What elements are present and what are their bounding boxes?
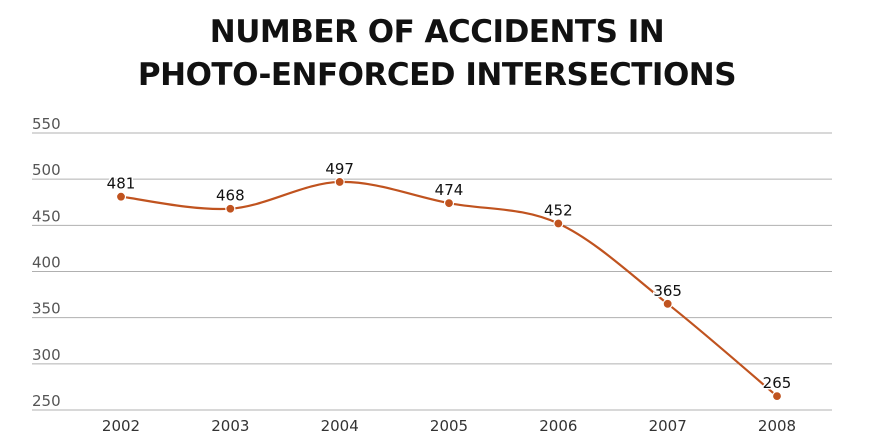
y-tick-label: 500 [32, 161, 61, 179]
data-points [115, 176, 783, 402]
x-tick-label: 2004 [321, 417, 359, 435]
data-label: 474 [435, 181, 464, 199]
y-tick-label: 350 [32, 300, 61, 318]
grid [32, 132, 832, 411]
x-tick-label: 2006 [539, 417, 577, 435]
data-label: 468 [216, 187, 245, 205]
data-label: 481 [107, 175, 136, 193]
x-tick-label: 2008 [758, 417, 796, 435]
y-axis-ticks: 250 300 350 400 450 500 550 [32, 115, 61, 410]
y-tick-label: 300 [32, 346, 61, 364]
x-tick-label: 2007 [649, 417, 687, 435]
data-point [443, 198, 455, 209]
x-tick-label: 2003 [211, 417, 249, 435]
data-point [662, 298, 673, 309]
data-point [334, 176, 345, 188]
x-tick-label: 2002 [102, 417, 140, 435]
data-labels: 481 468 497 474 452 365 265 [105, 158, 793, 393]
data-label: 365 [653, 282, 682, 300]
y-tick-label: 550 [32, 115, 61, 133]
x-axis-ticks: 2002 2003 2004 2005 2006 2007 2008 [102, 417, 796, 435]
y-tick-label: 400 [32, 254, 61, 272]
y-tick-label: 450 [32, 207, 61, 225]
data-point [115, 191, 127, 202]
data-label: 265 [763, 374, 792, 392]
chart-title-line-2: PHOTO-ENFORCED INTERSECTIONS [137, 57, 737, 93]
data-point [225, 203, 236, 214]
x-tick-label: 2005 [430, 417, 468, 435]
chart-title-line-1: NUMBER OF ACCIDENTS IN [209, 14, 665, 50]
y-tick-label: 250 [32, 392, 61, 410]
data-label: 452 [544, 201, 573, 219]
data-point [771, 391, 783, 402]
data-point [553, 218, 564, 229]
data-label: 497 [325, 160, 354, 178]
